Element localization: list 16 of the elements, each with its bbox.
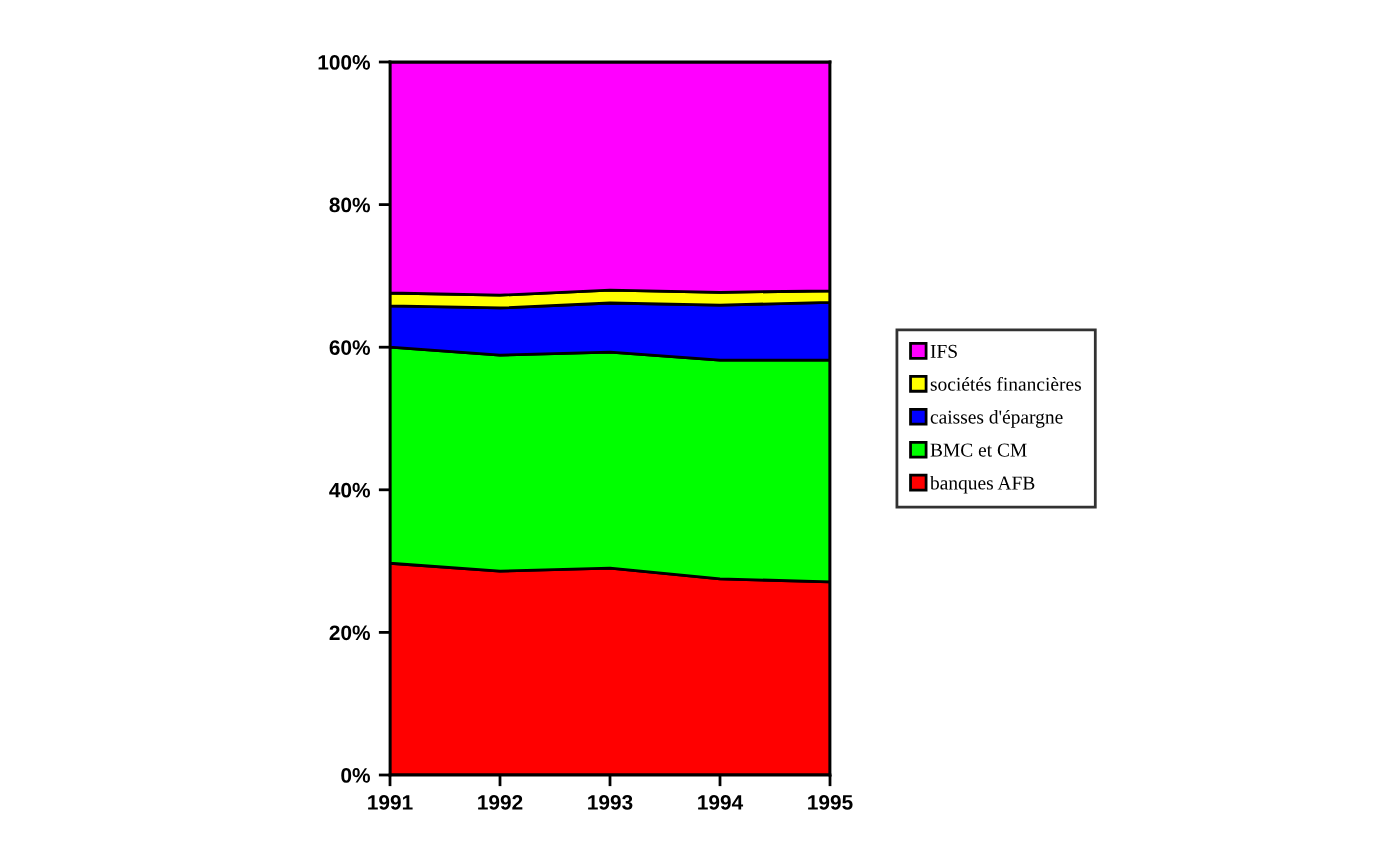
y-tick-label: 0%: [341, 768, 371, 783]
x-tick-label: 1994: [698, 794, 744, 810]
legend-label: BMC et CM: [930, 443, 1027, 457]
x-tick-label: 1991: [368, 794, 413, 810]
y-tick-label: 60%: [329, 340, 371, 355]
y-tick-label: 100%: [318, 55, 371, 70]
x-tick-label: 1993: [588, 794, 633, 810]
legend-label: caisses d'épargne: [930, 409, 1063, 428]
legend-label: banques AFB: [929, 475, 1035, 494]
y-tick-label: 40%: [329, 482, 371, 498]
x-tick-label: 1995: [808, 794, 853, 810]
legend-label: IFS: [930, 344, 957, 358]
y-tick-label: 20%: [329, 625, 371, 641]
y-tick-label: 80%: [329, 197, 371, 213]
legend-label: sociétés financières: [930, 376, 1081, 391]
x-tick-label: 1992: [478, 794, 523, 810]
